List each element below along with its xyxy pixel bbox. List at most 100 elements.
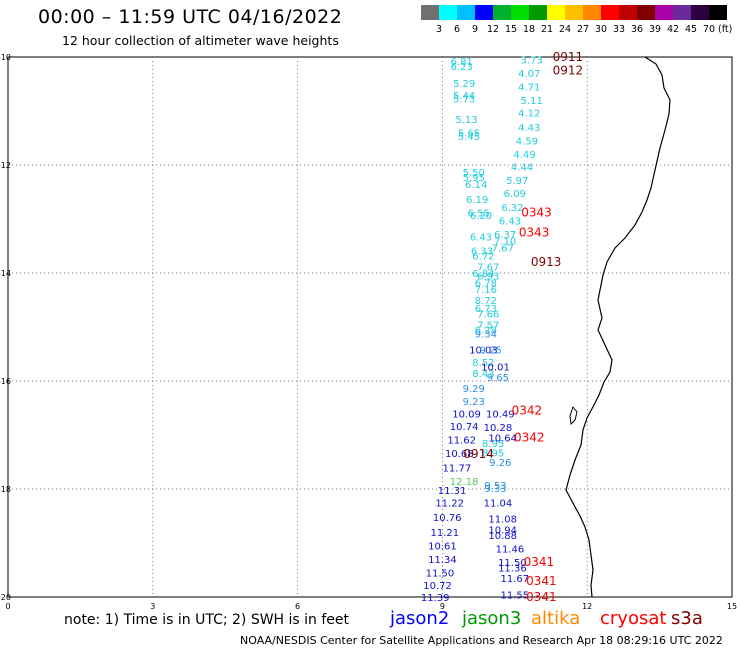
color-scale-tick-label: 27 — [576, 24, 590, 35]
cryosat-value-label: 0341 — [524, 555, 555, 569]
island-outline — [569, 405, 578, 426]
color-swatch — [709, 5, 727, 20]
color-scale-tick-label: 15 — [504, 24, 518, 35]
jason3-value-label: 11.55 — [500, 590, 529, 601]
color-swatch — [547, 5, 565, 20]
legend-cryosat: cryosat — [600, 608, 667, 629]
jason3-value-label: 10.88 — [488, 531, 517, 542]
jason2-value-label: 5.73 — [453, 95, 475, 106]
jason2-value-label: 7.67 — [477, 263, 499, 274]
color-swatch — [565, 5, 583, 20]
x-tick-label: 15 — [727, 602, 737, 611]
cryosat-value-label: 0343 — [521, 206, 552, 220]
legend-s3a: s3a — [671, 608, 703, 629]
jason2-value-label: 5.44 — [453, 91, 475, 102]
credit-line: NOAA/NESDIS Center for Satellite Applica… — [240, 634, 723, 647]
jason3-value-label: 10.94 — [488, 526, 517, 537]
page-subtitle: 12 hour collection of altimeter wave hei… — [62, 33, 339, 48]
color-scale-tick-label: 18 — [522, 24, 536, 35]
color-swatch — [601, 5, 619, 20]
jason3-value-label: 4.49 — [513, 150, 535, 161]
jason2-value-label: 9.23 — [463, 397, 485, 408]
jason2-value-label: 5.13 — [455, 115, 477, 126]
jason2-value-label: 6.84 — [472, 269, 494, 280]
color-swatch — [637, 5, 655, 20]
y-tick-label: -10 — [0, 53, 11, 62]
jason2-value-label: 5.29 — [453, 79, 475, 90]
x-tick-label: 12 — [582, 602, 592, 611]
jason3-value-label: 4.07 — [518, 69, 540, 80]
footer-note: note: 1) Time is in UTC; 2) SWH is in fe… — [64, 612, 350, 628]
jason2-value-label: 10.76 — [433, 513, 462, 524]
jason3-value-label: 9.26 — [489, 458, 511, 469]
jason2-value-label: 10.74 — [450, 422, 479, 433]
color-scale-tick-label: 36 — [630, 24, 644, 35]
plot-frame — [7, 56, 733, 598]
color-scale-tick-label: 33 — [612, 24, 626, 35]
legend-jason3: jason3 — [462, 608, 522, 629]
jason2-value-label: 5.50 — [463, 168, 485, 179]
x-tick-label: 3 — [150, 602, 155, 611]
color-scale-tick-label: 12 — [486, 24, 500, 35]
jason2-value-label: 10.09 — [452, 409, 481, 420]
jason3-value-label: 10.28 — [484, 423, 513, 434]
jason2-value-label: 9.25 — [480, 346, 502, 357]
color-scale-unit: (ft) — [718, 24, 733, 35]
jason2-value-label: 10.01 — [481, 362, 510, 373]
color-scale-tick-label: 6 — [453, 24, 461, 35]
jason2-value-label: 11.39 — [421, 593, 450, 604]
jason3-value-label: 11.50 — [498, 558, 527, 569]
jason3-value-label: 11.67 — [500, 574, 529, 585]
color-swatch — [421, 5, 439, 20]
x-tick-label: 9 — [440, 602, 445, 611]
jason2-value-label: 11.31 — [438, 486, 467, 497]
jason2-value-label: 5.65 — [458, 129, 480, 140]
jason3-value-label: 4.71 — [518, 83, 540, 94]
jason2-value-label: 6.23 — [451, 62, 473, 73]
y-tick-label: -16 — [0, 377, 11, 386]
color-scale-tick-label: 3 — [435, 24, 443, 35]
jason2-value-label: 6.28 — [475, 326, 497, 337]
s3a-value-label: 0914 — [463, 447, 494, 461]
jason2-value-label: 11.21 — [430, 528, 459, 539]
color-swatch — [457, 5, 475, 20]
jason3-value-label: 10.64 — [488, 434, 517, 445]
color-scale-tick-label: 24 — [558, 24, 572, 35]
jason2-value-label: 5.95 — [463, 173, 485, 184]
jason3-value-label: 10.49 — [486, 409, 515, 420]
legend-jason2: jason2 — [390, 608, 450, 629]
s3a-value-label: 0912 — [553, 64, 584, 78]
jason2-value-label: 6.72 — [472, 252, 494, 263]
jason3-value-label: 11.08 — [488, 515, 517, 526]
jason2-value-label: 8.52 — [472, 358, 494, 369]
jason2-value-label: 6.19 — [466, 195, 488, 206]
jason2-value-label: 11.50 — [426, 569, 455, 580]
coastline — [565, 56, 671, 598]
jason2-value-label: 6.93 — [477, 272, 499, 283]
color-swatch — [511, 5, 529, 20]
cryosat-value-label: 0341 — [526, 590, 557, 604]
jason2-value-label: 6.14 — [465, 180, 487, 191]
jason2-value-label: 8.72 — [475, 296, 497, 307]
jason3-value-label: 6.09 — [504, 189, 526, 200]
s3a-value-label: 0911 — [553, 50, 584, 64]
jason3-value-label: 11.46 — [496, 544, 525, 555]
jason2-value-label: 6.43 — [470, 232, 492, 243]
y-tick-label: -20 — [0, 593, 11, 602]
color-swatch — [655, 5, 673, 20]
jason2-value-label: 9.34 — [475, 329, 497, 340]
jason3-value-label: 4.44 — [511, 163, 533, 174]
jason3-value-label: 7.10 — [494, 237, 516, 248]
jason2-value-label: 6.20 — [470, 211, 492, 222]
color-swatch — [619, 5, 637, 20]
jason3-value-label: 8.95 — [482, 439, 504, 450]
color-swatch — [493, 5, 511, 20]
color-swatch — [691, 5, 709, 20]
page-title: 00:00 – 11:59 UTC 04/16/2022 — [38, 6, 343, 28]
jason3-value-label: 12.18 — [450, 477, 479, 488]
jason3-value-label: 7.67 — [492, 244, 514, 255]
jason3-value-label: 4.12 — [518, 109, 540, 120]
jason2-value-label: 7.16 — [475, 285, 497, 296]
color-swatch — [475, 5, 493, 20]
